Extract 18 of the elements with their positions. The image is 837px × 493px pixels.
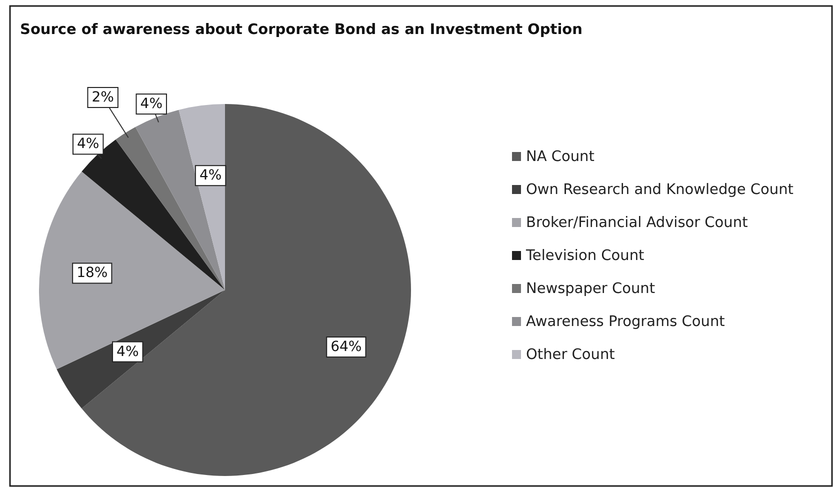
legend-label: Own Research and Knowledge Count <box>526 182 794 198</box>
legend-label: Television Count <box>525 248 644 264</box>
data-label: 4% <box>140 96 162 112</box>
pie-slice <box>116 127 225 290</box>
legend-label: Newspaper Count <box>526 281 656 297</box>
legend-label: Awareness Programs Count <box>526 314 726 330</box>
data-label: 18% <box>76 265 108 282</box>
legend-label: NA Count <box>526 149 595 165</box>
data-label: 4% <box>116 344 139 360</box>
legend-label: Broker/Financial Advisor Count <box>526 215 748 231</box>
pie-slice <box>39 171 225 370</box>
data-label: 64% <box>330 339 362 356</box>
chart-title: Source of awareness about Corporate Bond as an Investment Option <box>20 22 582 38</box>
data-label: 2% <box>92 89 114 106</box>
pie-slice <box>135 110 225 290</box>
data-label: 4% <box>76 136 100 152</box>
data-label: 4% <box>199 168 222 184</box>
legend-label: Other Count <box>526 347 616 363</box>
